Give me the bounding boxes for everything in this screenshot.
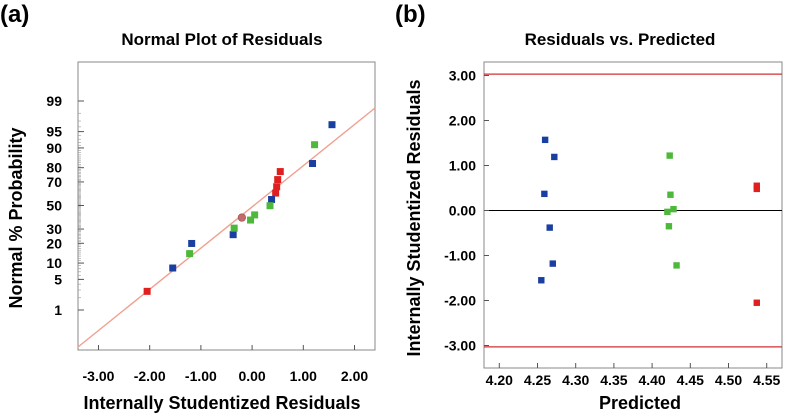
panel-a-data-point — [311, 141, 319, 149]
panel-b-x-tick-label: 4.20 — [486, 372, 513, 388]
panel-a-x-tick-label: 0.00 — [238, 368, 265, 384]
panel-a-data-point — [237, 213, 246, 222]
panel-a-data-point — [229, 231, 237, 239]
panel-b-x-tick-label: 4.45 — [677, 372, 704, 388]
panel-a-data-point — [251, 211, 259, 219]
panel-a-data-point — [247, 216, 255, 224]
panel-a-x-axis-label: Internally Studentized Residuals — [83, 393, 360, 413]
panel-a-data-point — [188, 239, 196, 247]
panel-a-title: Normal Plot of Residuals — [121, 30, 322, 49]
panel-b-title: Residuals vs. Predicted — [525, 30, 716, 49]
panel-b-data-point — [665, 223, 673, 230]
panel-a-x-tick-label: -1.00 — [185, 368, 217, 384]
panel-a-reference-line — [77, 107, 376, 348]
panel-a-y-tick-label: 90 — [46, 140, 62, 156]
panel-b-data-point — [753, 299, 760, 306]
panel-a-data-point — [272, 189, 280, 197]
panel-b-y-tick-label: 0.00 — [449, 203, 476, 219]
panel-a-y-tick-label: 70 — [46, 174, 62, 190]
panel-a-data-point — [309, 160, 317, 168]
panel-a-data-point — [230, 224, 238, 232]
panel-b: (b) Residuals vs. Predicted 3.00 2.00 1.00… — [395, 1, 783, 413]
panel-b-plot-frame — [483, 61, 783, 369]
panel-a-y-tick-label: 20 — [46, 235, 62, 251]
panel-b-y-tick-label: -1.00 — [444, 248, 476, 264]
panel-b-data-point — [541, 136, 549, 144]
panel-a-y-tick-label: 1 — [54, 302, 62, 318]
panel-a-x-tick-label: 1.00 — [290, 368, 317, 384]
panel-b-data-point — [551, 153, 558, 161]
panel-a-data-point — [273, 183, 281, 191]
panel-b-x-tick-label: 4.25 — [524, 372, 551, 388]
panel-b-y-tick-label: 3.00 — [449, 68, 476, 84]
panel-b-data-point — [541, 190, 548, 198]
panel-a-data-point — [268, 196, 276, 204]
panel-b-data-point — [673, 262, 680, 269]
panel-b-x-tick-label: 4.40 — [638, 372, 665, 388]
panel-a-plot-frame — [77, 61, 376, 351]
panel-a-y-tick-label: 50 — [46, 198, 62, 214]
panel-b-x-tick-label: 4.55 — [753, 372, 780, 388]
panel-b-y-tick-label: -2.00 — [444, 293, 476, 309]
panel-b-y-tick-label: 1.00 — [449, 158, 476, 174]
panel-b-y-tick-label: 2.00 — [449, 113, 476, 129]
panel-b-data-point — [549, 260, 556, 267]
panel-b-x-axis-label: Predicted — [599, 393, 681, 413]
panel-b-x-tick-label: 4.50 — [715, 372, 742, 388]
panel-a-x-tick-label: 2.00 — [341, 368, 368, 384]
panel-b-x-tick-label: 4.35 — [600, 372, 627, 388]
panel-b-y-tick-label: -3.00 — [444, 338, 476, 354]
panel-a-y-tick-label: 80 — [46, 160, 62, 176]
panel-b-data-point — [753, 185, 760, 193]
panel-b-data-point — [667, 191, 674, 198]
panel-a-data-point — [266, 202, 274, 210]
panel-a-y-tick-label: 95 — [46, 124, 62, 140]
panel-b-data-point — [664, 208, 671, 216]
panel-b-x-tick-label: 4.30 — [562, 372, 589, 388]
panel-a-x-tick-label: -3.00 — [83, 368, 115, 384]
panel-b-data-point — [666, 152, 673, 159]
panel-a-y-tick-label: 30 — [46, 221, 62, 237]
panel-a-y-tick-label: 10 — [46, 255, 62, 271]
panel-a-data-point — [274, 176, 282, 184]
panel-a-y-tick-label: 99 — [46, 93, 62, 109]
panel-a-label: (a) — [0, 1, 29, 28]
panel-a-data-point — [169, 264, 177, 272]
panel-a-data-point — [328, 121, 336, 129]
panel-a-data-point — [276, 168, 284, 176]
panel-b-data-point — [546, 224, 553, 231]
panel-b-label: (b) — [395, 1, 426, 28]
panel-a-data-point — [143, 287, 151, 295]
panel-a-x-tick-label: -2.00 — [134, 368, 166, 384]
panel-a-data-point — [186, 250, 194, 258]
panel-b-data-point — [670, 205, 677, 213]
panel-a-y-axis-label: Normal % Probability — [6, 127, 26, 308]
panel-a-y-tick-label: 5 — [54, 271, 62, 287]
panel-b-y-axis-label: Internally Studentized Residuals — [404, 79, 424, 356]
panel-b-data-point — [538, 277, 545, 284]
